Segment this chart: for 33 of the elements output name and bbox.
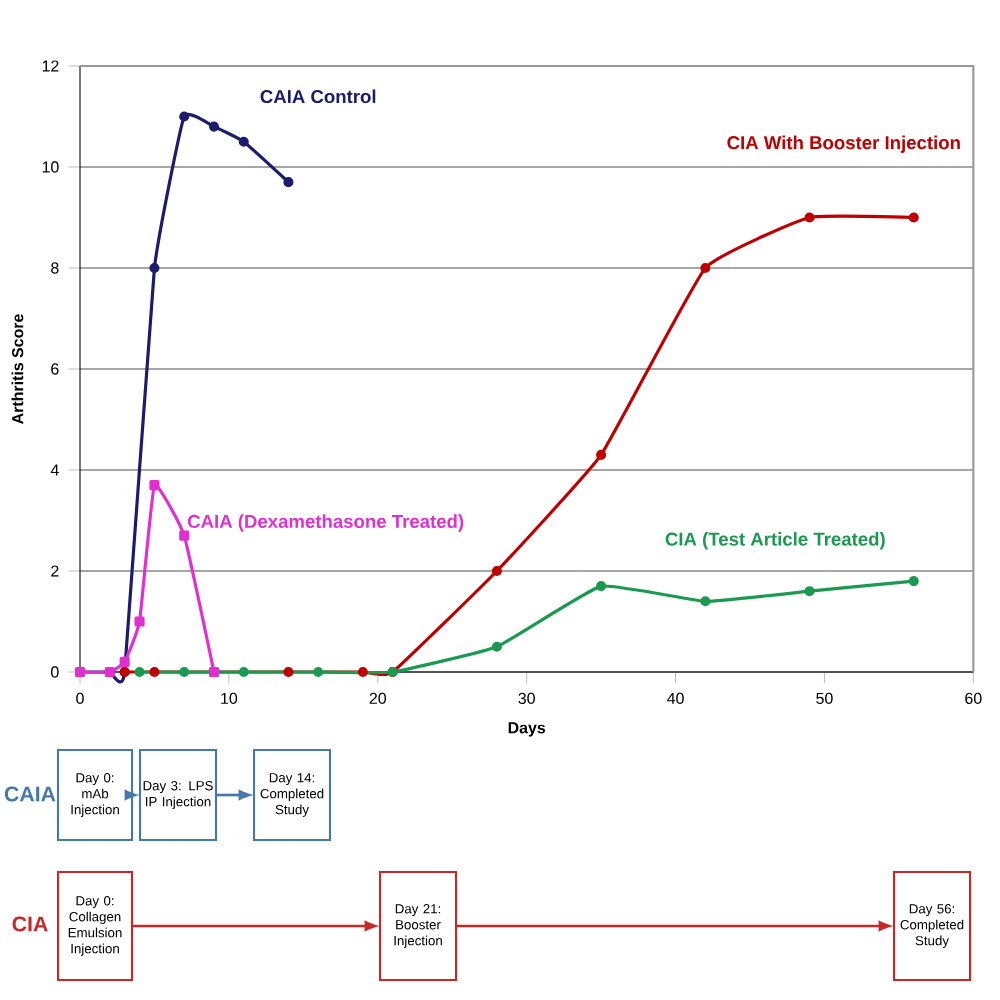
series-label: CAIA (Dexamethasone Treated) xyxy=(187,514,464,532)
point xyxy=(313,666,324,678)
point xyxy=(357,666,368,678)
point xyxy=(283,666,294,678)
point xyxy=(134,616,145,627)
point xyxy=(283,177,294,188)
point xyxy=(596,581,607,592)
point xyxy=(238,666,249,678)
point xyxy=(491,565,502,577)
point xyxy=(238,136,249,147)
point xyxy=(491,641,502,652)
point xyxy=(596,449,607,460)
text: CAIA Control xyxy=(260,89,376,104)
point xyxy=(179,111,190,122)
point xyxy=(149,480,160,491)
text: CIA With Booster Injection xyxy=(727,135,960,153)
point xyxy=(208,121,220,132)
point xyxy=(149,666,160,678)
point xyxy=(908,212,919,223)
point xyxy=(149,262,160,274)
text: CAIA xyxy=(4,786,56,802)
point xyxy=(119,656,130,667)
point xyxy=(700,262,711,274)
point xyxy=(700,596,711,607)
point xyxy=(908,576,919,587)
point xyxy=(804,586,815,597)
series-label: CIA (Test Article Treated) xyxy=(665,532,885,550)
point xyxy=(208,666,220,678)
point xyxy=(179,666,190,678)
point xyxy=(179,530,190,541)
point xyxy=(134,666,145,678)
text: CIA xyxy=(12,916,48,932)
point xyxy=(804,212,815,223)
